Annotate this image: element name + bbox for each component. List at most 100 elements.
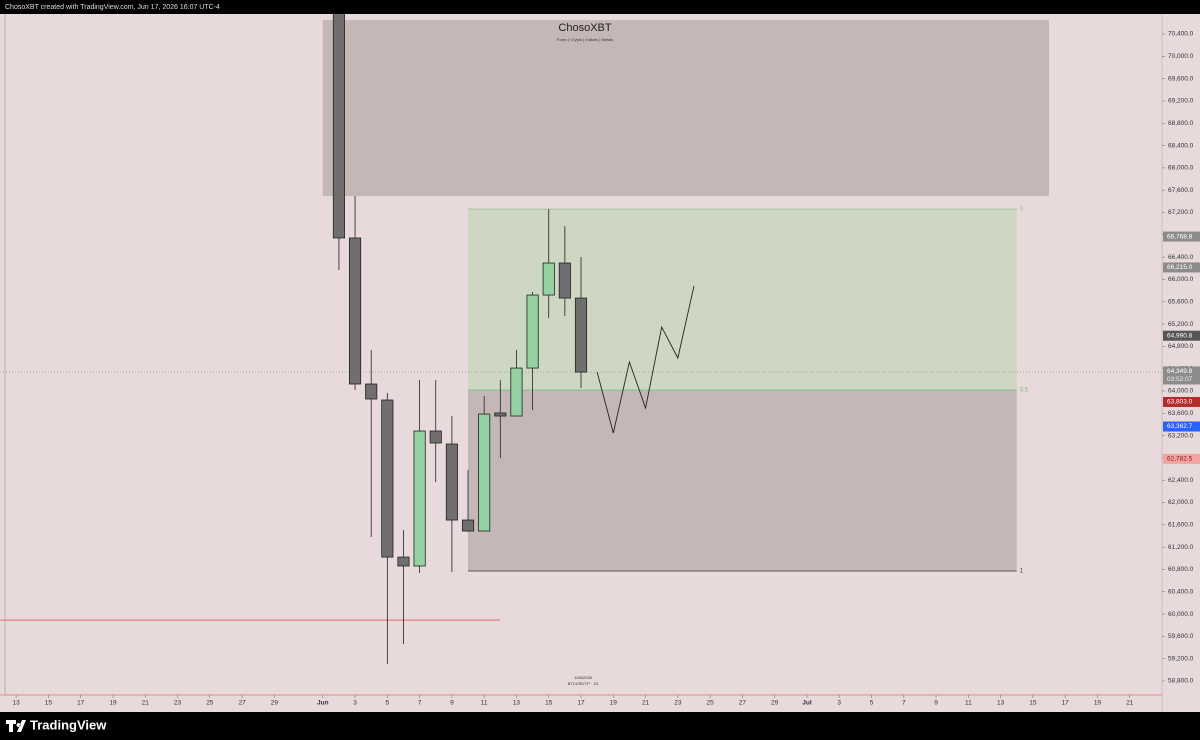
x-tick-label: 15 [45, 700, 53, 707]
y-tick-label: 64,000.0 [1168, 388, 1194, 395]
x-tick-label: 5 [870, 700, 874, 707]
y-tick-label: 68,800.0 [1168, 120, 1194, 127]
fib-label: 0 [1020, 207, 1024, 213]
zone [468, 209, 1017, 391]
y-tick-label: 62,000.0 [1168, 499, 1194, 506]
price-label-box [1163, 421, 1200, 432]
x-tick-label: 3 [353, 700, 357, 707]
price-label: 62,782.5 [1167, 456, 1193, 463]
y-tick-label: 60,400.0 [1168, 588, 1194, 595]
price-label-box [1163, 330, 1200, 341]
candle-body [381, 399, 394, 558]
x-tick-label: 21 [642, 700, 650, 707]
x-tick-label: 11 [481, 700, 488, 707]
candle-body [558, 262, 571, 299]
candle-body [510, 367, 523, 417]
price-label: 63,803.0 [1167, 399, 1193, 406]
y-tick-label: 61,600.0 [1168, 522, 1194, 529]
y-tick-label: 58,800.0 [1168, 678, 1194, 685]
candle-body [413, 430, 426, 567]
zone [322, 20, 1050, 197]
y-tick-label: 61,200.0 [1168, 544, 1194, 551]
candle-body [429, 430, 442, 444]
price-label-box [1163, 366, 1200, 385]
y-tick-label: 67,600.0 [1168, 187, 1194, 194]
x-tick-label: Jun [317, 700, 329, 707]
y-tick-label: 66,000.0 [1168, 276, 1194, 283]
x-tick-label: 13 [13, 700, 21, 707]
x-tick-label: 19 [1094, 700, 1102, 707]
header-bar [0, 0, 1200, 14]
candle-body [365, 383, 378, 400]
y-tick-label: 64,800.0 [1168, 343, 1194, 350]
y-tick-label: 67,200.0 [1168, 209, 1194, 216]
candle-body [478, 413, 491, 532]
x-tick-label: 7 [902, 700, 906, 707]
candle-body [574, 297, 588, 373]
y-tick-label: 63,600.0 [1168, 410, 1194, 417]
x-tick-label: 25 [206, 700, 214, 707]
y-tick-label: 62,400.0 [1168, 477, 1194, 484]
tradingview-logo [6, 720, 26, 732]
candle-body [349, 237, 362, 385]
x-tick-label: 9 [934, 700, 938, 707]
watermark-title: ChosoXBT [558, 22, 611, 34]
x-tick-label: 11 [965, 700, 972, 707]
price-label: 64,349.8 [1167, 368, 1193, 375]
y-tick-label: 65,600.0 [1168, 298, 1194, 305]
x-tick-label: 3 [837, 700, 841, 707]
x-tick-label: 27 [739, 700, 747, 707]
y-tick-label: 69,200.0 [1168, 98, 1194, 105]
x-tick-label: 13 [513, 700, 521, 707]
x-tick-label: 25 [706, 700, 714, 707]
y-tick-label: 70,400.0 [1168, 31, 1194, 38]
candle-body [445, 443, 458, 521]
price-label-countdown: 03:52:07 [1167, 376, 1193, 383]
candle-body [542, 262, 555, 296]
x-tick-label: 21 [1126, 700, 1134, 707]
x-tick-label: 17 [77, 700, 85, 707]
price-label-box [1163, 262, 1200, 273]
y-tick-label: 68,400.0 [1168, 142, 1194, 149]
x-tick-label: 7 [418, 700, 422, 707]
candle-body [494, 412, 507, 417]
y-tick-label: 70,000.0 [1168, 53, 1194, 60]
x-tick-label: 21 [142, 700, 150, 707]
candle-body [461, 519, 475, 532]
footer-bar [0, 712, 1200, 740]
y-tick-label: 60,800.0 [1168, 566, 1194, 573]
price-label-box [1163, 396, 1200, 407]
x-tick-label: 23 [174, 700, 182, 707]
price-label-box [1163, 453, 1200, 464]
candle-body [526, 294, 539, 369]
x-tick-label: 5 [386, 700, 390, 707]
chart-annotation: BTCUSDT.P · 1D [568, 681, 599, 686]
y-tick-label: 65,200.0 [1168, 321, 1194, 328]
header-text: ChosoXBT created with TradingView.com, J… [5, 4, 220, 11]
watermark-subtitle: Forex | Crypto | Indices | Metals [557, 37, 613, 42]
y-tick-label: 69,600.0 [1168, 75, 1194, 82]
x-tick-label: 29 [271, 700, 279, 707]
x-tick-label: 17 [577, 700, 585, 707]
projection-line [596, 285, 695, 434]
x-tick-label: 13 [997, 700, 1005, 707]
y-tick-label: 59,200.0 [1168, 655, 1194, 662]
x-tick-label: Jul [802, 700, 812, 707]
price-label-box [1163, 231, 1200, 242]
x-tick-label: 23 [674, 700, 682, 707]
price-label: 63,362.7 [1167, 423, 1193, 430]
price-label: 66,215.0 [1167, 264, 1193, 271]
y-tick-label: 68,000.0 [1168, 165, 1194, 172]
footer-brand: TradingView [30, 717, 107, 732]
candle-body [397, 556, 410, 567]
y-tick-label: 59,600.0 [1168, 633, 1194, 640]
price-label: 66,768.8 [1167, 233, 1193, 240]
x-tick-label: 15 [545, 700, 553, 707]
fib-label: 0.5 [1020, 388, 1029, 394]
y-tick-label: 66,400.0 [1168, 254, 1194, 261]
candle-body [332, 14, 345, 239]
fib-label: 1 [1020, 569, 1024, 575]
chart-annotation: 10/6/2026 [574, 675, 593, 680]
x-tick-label: 17 [1062, 700, 1070, 707]
